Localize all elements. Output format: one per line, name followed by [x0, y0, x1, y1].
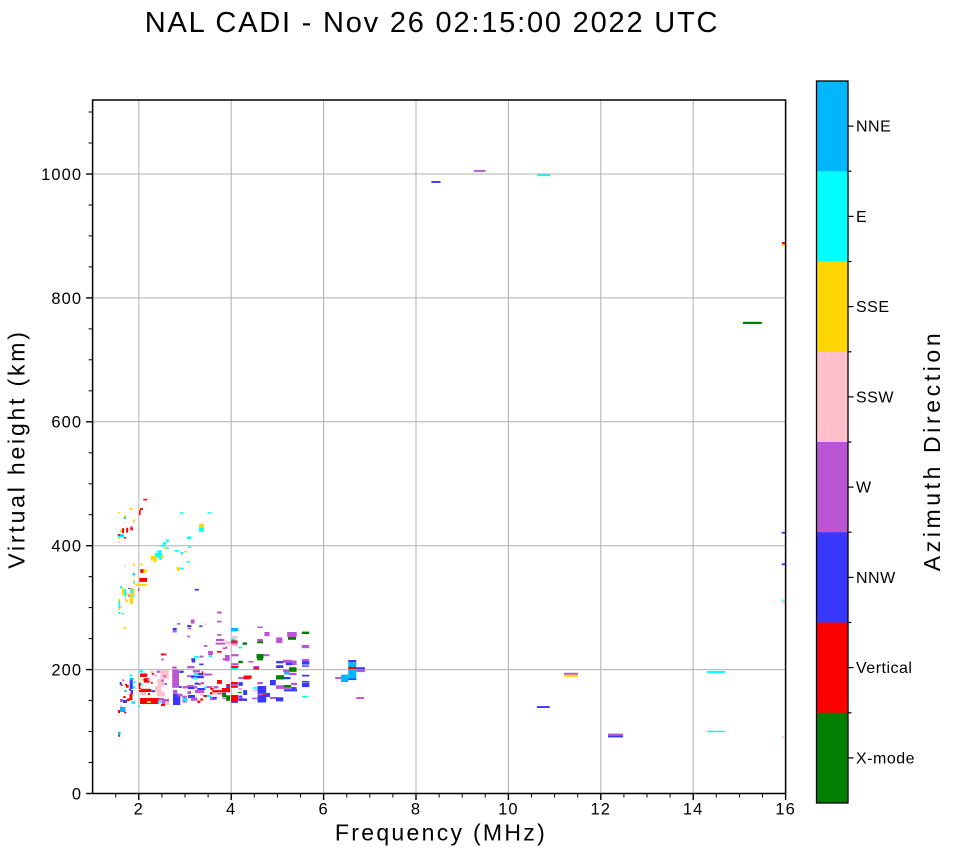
svg-text:E: E [856, 209, 867, 226]
svg-text:16: 16 [775, 801, 796, 819]
svg-text:0: 0 [72, 785, 82, 803]
svg-text:10: 10 [498, 801, 519, 819]
svg-text:NNW: NNW [856, 570, 896, 587]
svg-text:4: 4 [226, 801, 236, 819]
svg-text:Virtual height (km): Virtual height (km) [4, 329, 30, 568]
svg-text:X-mode: X-mode [856, 751, 915, 768]
svg-text:NNE: NNE [856, 119, 891, 136]
svg-text:200: 200 [51, 662, 82, 680]
svg-text:2: 2 [134, 801, 144, 819]
svg-text:SSW: SSW [856, 390, 894, 407]
svg-text:800: 800 [51, 290, 82, 308]
svg-text:Azimuth Direction: Azimuth Direction [919, 330, 945, 571]
svg-text:Frequency (MHz): Frequency (MHz) [335, 820, 547, 846]
svg-text:600: 600 [51, 414, 82, 432]
svg-text:6: 6 [318, 801, 328, 819]
svg-text:Vertical: Vertical [856, 660, 912, 677]
svg-text:12: 12 [591, 801, 612, 819]
svg-text:400: 400 [51, 538, 82, 556]
svg-text:14: 14 [683, 801, 704, 819]
svg-text:1000: 1000 [41, 166, 82, 184]
svg-text:NAL CADI - Nov 26 02:15:00 202: NAL CADI - Nov 26 02:15:00 2022 UTC [145, 7, 720, 39]
svg-text:8: 8 [411, 801, 421, 819]
svg-text:W: W [856, 480, 872, 497]
svg-text:SSE: SSE [856, 299, 890, 316]
